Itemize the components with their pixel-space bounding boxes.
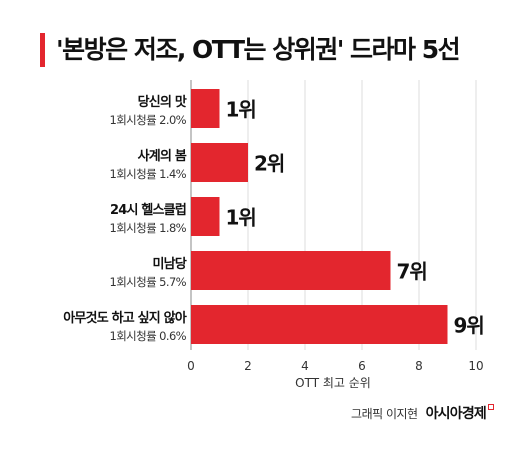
data-label: 1위 (226, 206, 256, 230)
bar (191, 305, 448, 344)
category-label: 사계의 봄 (138, 148, 187, 164)
category-subtitle: 1회시청률 0.6% (109, 329, 186, 343)
brand-mark-icon (488, 404, 494, 410)
x-axis-label: OTT 최고 순위 (295, 376, 371, 390)
category-subtitle: 1회시청률 1.8% (109, 221, 186, 235)
bar (191, 251, 391, 290)
bar (191, 143, 248, 182)
data-label: 9위 (454, 314, 484, 338)
category-label: 당신의 맛 (138, 94, 187, 110)
x-tick-label: 4 (301, 359, 309, 373)
category-label: 미남당 (153, 256, 187, 272)
category-label: 아무것도 하고 싶지 않아 (63, 310, 187, 326)
category-subtitle: 1회시청률 1.4% (109, 167, 186, 181)
category-subtitle: 1회시청률 5.7% (109, 275, 186, 289)
x-tick-label: 2 (244, 359, 252, 373)
category-labels: 당신의 맛 1회시청률 2.0% 사계의 봄 1회시청률 1.4% 24시 헬스클럽 1회… (63, 94, 187, 343)
credit: 그래픽 이지현 아시아경제 (351, 403, 494, 423)
bar (191, 89, 220, 128)
data-label: 7위 (397, 260, 427, 284)
x-tick-label: 0 (187, 359, 195, 373)
x-tick-labels: 0 2 4 6 8 10 (187, 359, 483, 373)
x-tick-label: 10 (468, 359, 483, 373)
category-subtitle: 1회시청률 2.0% (109, 113, 186, 127)
credit-text: 그래픽 이지현 (351, 405, 418, 422)
x-tick-label: 6 (358, 359, 366, 373)
x-tick-label: 8 (415, 359, 423, 373)
bar (191, 197, 220, 236)
brand-logo: 아시아경제 (426, 403, 486, 423)
category-label: 24시 헬스클럽 (110, 202, 186, 218)
data-label: 1위 (226, 98, 256, 122)
data-label: 2위 (254, 152, 284, 176)
value-labels: 1위 2위 1위 7위 9위 (226, 98, 484, 338)
